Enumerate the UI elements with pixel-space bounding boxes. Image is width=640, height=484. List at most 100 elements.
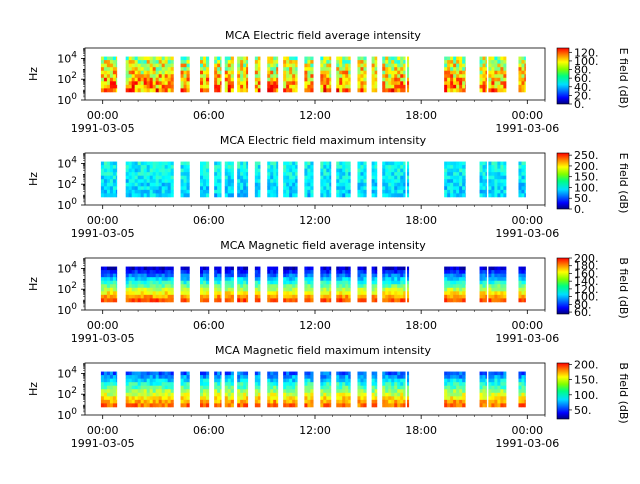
heatmap-cell [230, 375, 234, 380]
heatmap-cell [240, 280, 244, 285]
heatmap-cell [170, 168, 174, 173]
heatmap-cell [283, 284, 287, 289]
heatmap-cell [237, 403, 241, 408]
heatmap-cell [363, 165, 367, 170]
heatmap-cell [494, 172, 498, 177]
heatmap-cell [134, 182, 138, 187]
heatmap-cell [286, 81, 290, 86]
heatmap-cell [453, 88, 457, 93]
x-tick-label: 00:00 [511, 424, 543, 437]
heatmap-cell [397, 60, 401, 65]
heatmap-cell [348, 266, 351, 271]
heatmap-cell [237, 298, 241, 303]
heatmap-cell [240, 60, 244, 65]
heatmap-cell [112, 161, 117, 166]
heatmap-cell [167, 168, 171, 173]
heatmap-cell [329, 266, 332, 271]
heatmap-cell [363, 175, 367, 180]
heatmap-cell [214, 389, 218, 394]
heatmap-cell [134, 284, 138, 289]
heatmap-cell [374, 172, 378, 177]
heatmap-cell [382, 189, 386, 194]
heatmap-cell [137, 186, 141, 191]
heatmap-cell [494, 375, 498, 380]
heatmap-cell [494, 88, 498, 93]
heatmap-cell [240, 382, 244, 387]
heatmap-cell [407, 193, 410, 198]
heatmap-cell [115, 396, 118, 401]
heatmap-cell [345, 186, 349, 191]
heatmap-cell [397, 382, 401, 387]
heatmap-cell [465, 389, 466, 394]
heatmap-cell [292, 403, 296, 408]
heatmap-cell [320, 77, 324, 82]
heatmap-cell [444, 371, 448, 376]
heatmap-cell [342, 193, 346, 198]
heatmap-cell [237, 371, 241, 376]
heatmap-cell [237, 60, 241, 65]
heatmap-cell [106, 280, 111, 285]
heatmap-cell [403, 88, 406, 93]
heatmap-cell [143, 378, 147, 383]
heatmap-cell [186, 67, 190, 72]
heatmap-cell [128, 186, 132, 191]
heatmap-cell [292, 378, 296, 383]
heatmap-cell [206, 287, 210, 292]
heatmap-cell [246, 280, 249, 285]
heatmap-cell [444, 266, 448, 271]
heatmap-cell [286, 175, 290, 180]
heatmap-cell [112, 175, 117, 180]
heatmap-cell [125, 284, 129, 289]
heatmap-cell [382, 375, 386, 380]
heatmap-cell [494, 63, 498, 68]
heatmap-cell [257, 294, 261, 299]
heatmap-cell [131, 193, 135, 198]
heatmap-cell [203, 88, 207, 93]
heatmap-cell [286, 396, 290, 401]
heatmap-cell [371, 284, 375, 289]
heatmap-cell [391, 291, 395, 296]
heatmap-cell [137, 56, 141, 61]
heatmap-cell [447, 165, 451, 170]
heatmap-cell [115, 81, 118, 86]
heatmap-cell [254, 161, 259, 166]
heatmap-cell [149, 298, 153, 303]
heatmap-cell [292, 291, 296, 296]
heatmap-cell [397, 77, 401, 82]
heatmap-cell [503, 56, 507, 61]
heatmap-cell [371, 168, 375, 173]
heatmap-cell [326, 270, 330, 275]
heatmap-cell [276, 298, 279, 303]
heatmap-cell [230, 165, 234, 170]
heatmap-cell [161, 396, 165, 401]
heatmap-cell [106, 70, 111, 75]
heatmap-cell [394, 161, 398, 166]
heatmap-cell [339, 175, 343, 180]
heatmap-cell [363, 392, 367, 397]
heatmap-cell [186, 371, 190, 376]
heatmap-cell [497, 70, 501, 75]
heatmap-segment [200, 56, 210, 93]
heatmap-cell [400, 70, 404, 75]
heatmap-cell [336, 284, 340, 289]
heatmap-cell [106, 270, 111, 275]
heatmap-cell [503, 291, 507, 296]
heatmap-cell [240, 375, 244, 380]
heatmap-cell [289, 63, 293, 68]
heatmap-cell [183, 270, 187, 275]
heatmap-cell [326, 165, 330, 170]
heatmap-cell [497, 175, 501, 180]
heatmap-cell [345, 182, 349, 187]
heatmap-cell [307, 280, 311, 285]
y-tick-label: 100 [57, 197, 77, 212]
colorbar-tick-label: 100. [574, 291, 599, 304]
heatmap-cell [292, 168, 296, 173]
heatmap-cell [214, 77, 218, 82]
heatmap-cell [360, 294, 364, 299]
heatmap-cell [348, 161, 351, 166]
heatmap-cell [103, 70, 108, 75]
heatmap-cell [106, 189, 111, 194]
heatmap-cell [134, 186, 138, 191]
heatmap-cell [276, 396, 279, 401]
heatmap-cell [112, 375, 117, 380]
